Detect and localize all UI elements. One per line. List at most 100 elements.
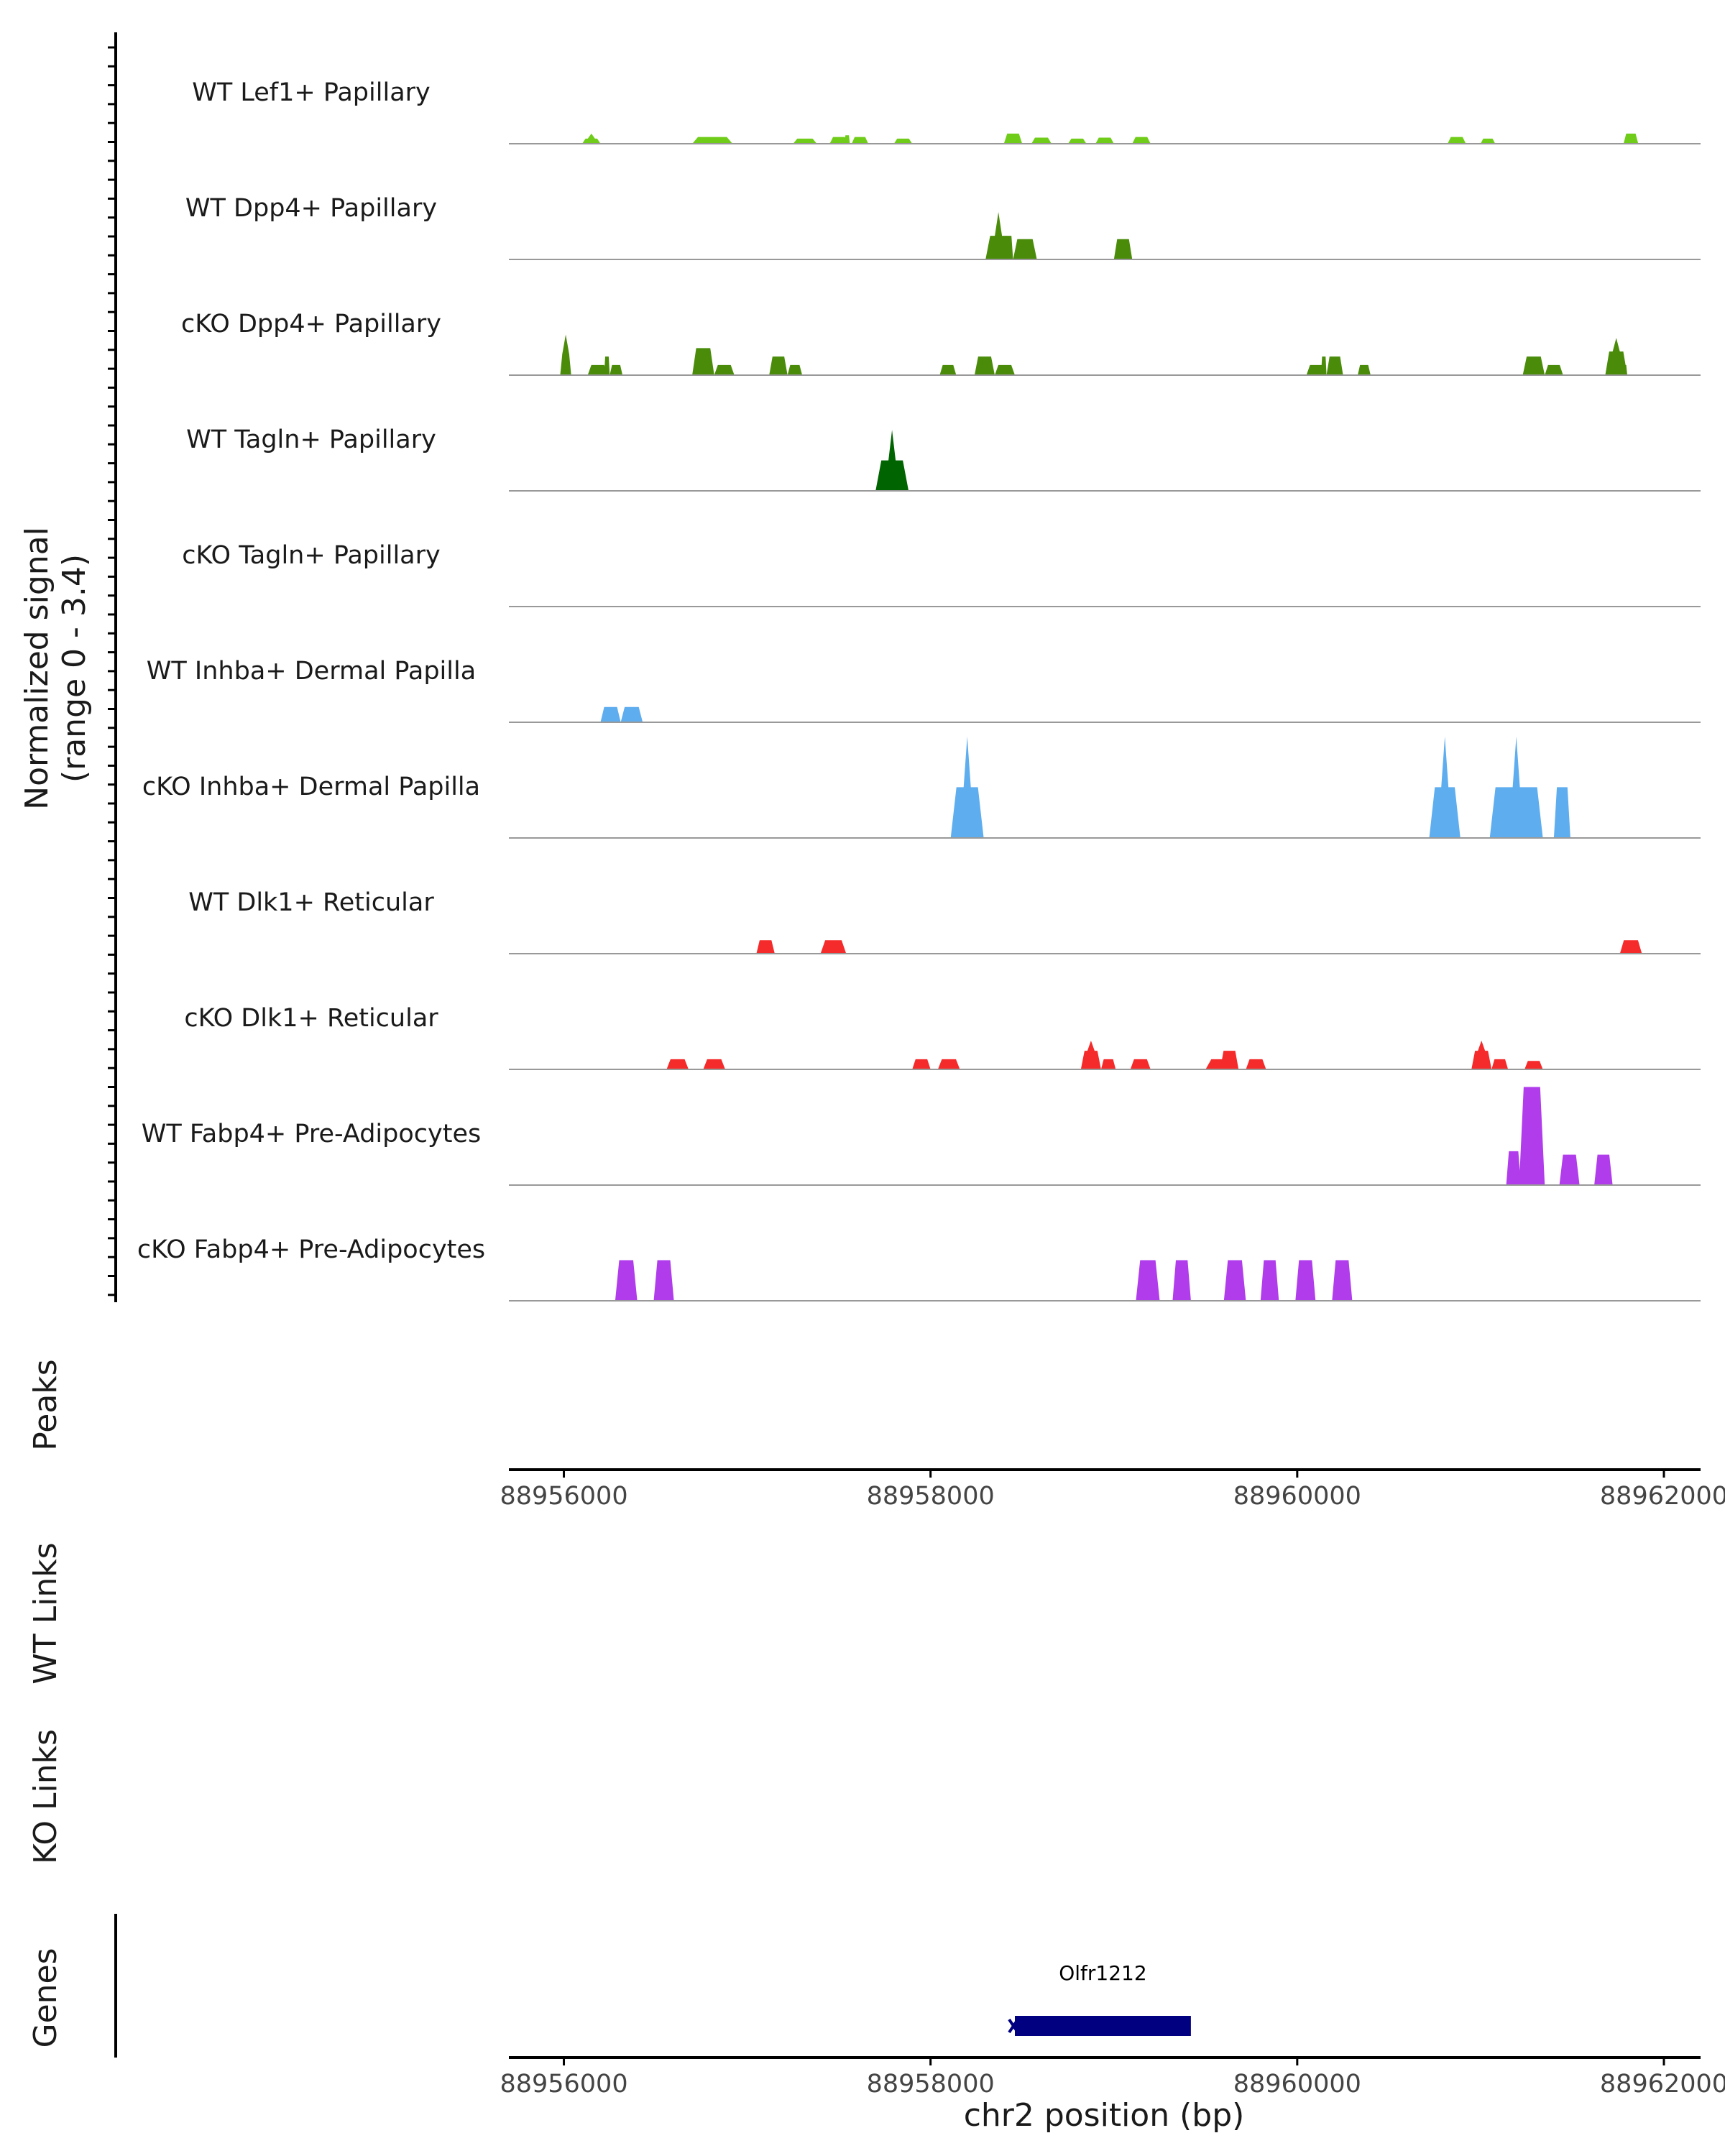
- signal-block: [587, 364, 608, 375]
- signal-block: [820, 940, 847, 954]
- track-label: WT Dpp4+ Papillary: [185, 194, 437, 223]
- signal-block: [1559, 1154, 1580, 1185]
- track-label: cKO Fabp4+ Pre-Adipocytes: [137, 1235, 485, 1264]
- signal-block: [939, 364, 957, 375]
- position-tick-label: 88958000: [867, 1482, 995, 1511]
- position-tick-label: 88960000: [1233, 1482, 1361, 1511]
- position-tick-label: 88958000: [867, 2070, 995, 2099]
- position-axis-top: 88956000 88958000 88960000 88962000: [500, 1468, 1725, 1511]
- signal-block: [1100, 1059, 1116, 1069]
- signal-block: [582, 133, 601, 144]
- signal-block: [769, 356, 788, 375]
- signal-block: [1545, 364, 1563, 375]
- signal-block: [1622, 364, 1627, 375]
- track-label: WT Dlk1+ Reticular: [188, 888, 434, 917]
- signal-block: [1619, 940, 1642, 954]
- track-label: WT Inhba+ Dermal Papilla: [147, 657, 476, 686]
- signal-block: [1480, 138, 1496, 144]
- signal-block: [1524, 1061, 1543, 1069]
- signal-block: [703, 1059, 725, 1069]
- signal-block: [1003, 236, 1013, 259]
- signal-block: [714, 364, 735, 375]
- signal-block: [1448, 137, 1466, 144]
- gene-label: Olfr1212: [1059, 1961, 1146, 1985]
- signal-block: [875, 430, 909, 491]
- track-7: cKO Inhba+ Dermal Papilla: [142, 736, 1701, 839]
- track-9: cKO Dlk1+ Reticular: [184, 1004, 1701, 1070]
- signal-block: [756, 940, 775, 954]
- signal-block: [1223, 1260, 1246, 1301]
- signal-block: [1594, 1154, 1613, 1185]
- signal-block: [1013, 239, 1037, 259]
- position-tick-label: 88962000: [1600, 2070, 1725, 2099]
- wt-links-panel-label: WT Links: [27, 1542, 64, 1684]
- track-label: cKO Inhba+ Dermal Papilla: [142, 773, 480, 801]
- signal-block: [1553, 787, 1570, 838]
- signal-block: [1332, 1260, 1353, 1301]
- position-tick-label: 88956000: [500, 1482, 627, 1511]
- signal-block: [1522, 356, 1545, 375]
- track-label: WT Fabp4+ Pre-Adipocytes: [142, 1120, 481, 1148]
- signal-block: [692, 348, 714, 375]
- y-axis-range-label: (range 0 - 3.4): [56, 554, 93, 783]
- signal-block: [1295, 1260, 1316, 1301]
- track-8: WT Dlk1+ Reticular: [188, 888, 1701, 954]
- track-11: cKO Fabp4+ Pre-Adipocytes: [137, 1235, 1701, 1302]
- signal-block: [1260, 1260, 1279, 1301]
- signal-block: [1326, 356, 1343, 375]
- track-1: WT Lef1+ Papillary: [192, 78, 1701, 144]
- track-5: cKO Tagln+ Papillary: [182, 541, 1701, 607]
- signal-block: [1489, 736, 1543, 838]
- signal-block: [1471, 1041, 1492, 1069]
- signal-block: [1220, 1051, 1239, 1069]
- signal-block: [1136, 1260, 1160, 1301]
- signal-block: [995, 364, 1015, 375]
- signal-block: [1031, 137, 1052, 144]
- signal-block: [1113, 239, 1133, 259]
- signal-block: [560, 334, 571, 375]
- track-3: cKO Dpp4+ Papillary: [181, 310, 1701, 376]
- signal-block: [604, 356, 610, 375]
- signal-block: [1506, 1151, 1521, 1185]
- signal-block: [950, 736, 984, 838]
- track-label: cKO Tagln+ Papillary: [182, 541, 441, 570]
- position-tick-label: 88960000: [1233, 2070, 1361, 2099]
- x-axis-label: chr2 position (bp): [964, 2097, 1245, 2134]
- genes-panel-label: Genes: [27, 1948, 64, 2047]
- signal-y-axis: [108, 32, 117, 1302]
- signal-block: [1246, 1059, 1266, 1069]
- signal-block: [912, 1059, 931, 1069]
- signal-block: [937, 1059, 960, 1069]
- signal-block: [1068, 138, 1087, 144]
- signal-tracks: WT Lef1+ Papillary WT Dpp4+ Papillary cKO …: [137, 78, 1701, 1302]
- signal-block: [1605, 338, 1627, 375]
- signal-block: [620, 706, 643, 722]
- position-tick-label: 88956000: [500, 2070, 627, 2099]
- signal-block: [1130, 1059, 1151, 1069]
- signal-block: [1080, 1041, 1101, 1069]
- signal-block: [692, 137, 733, 144]
- signal-block: [1321, 356, 1327, 375]
- track-label: cKO Dlk1+ Reticular: [184, 1004, 438, 1033]
- signal-block: [1132, 137, 1151, 144]
- signal-block: [1172, 1260, 1191, 1301]
- signal-block: [1095, 137, 1114, 144]
- track-2: WT Dpp4+ Papillary: [185, 194, 1701, 260]
- track-4: WT Tagln+ Papillary: [186, 425, 1701, 492]
- signal-block: [666, 1059, 689, 1069]
- signal-block: [793, 138, 817, 144]
- track-label: WT Lef1+ Papillary: [192, 78, 431, 107]
- signal-block: [610, 364, 623, 375]
- track-10: WT Fabp4+ Pre-Adipocytes: [142, 1087, 1701, 1186]
- gene-annotation: Olfr1212: [1008, 1961, 1191, 2036]
- peaks-panel-label: Peaks: [27, 1359, 64, 1450]
- position-axis-bottom: 88956000 88958000 88960000 88962000: [500, 2056, 1725, 2099]
- signal-block: [787, 364, 803, 375]
- signal-block: [1003, 133, 1023, 144]
- ko-links-panel-label: KO Links: [27, 1729, 64, 1864]
- signal-block: [829, 137, 848, 144]
- track-label: WT Tagln+ Papillary: [186, 425, 436, 454]
- gene-strand-marker: [1008, 2018, 1019, 2034]
- signal-block: [653, 1260, 674, 1301]
